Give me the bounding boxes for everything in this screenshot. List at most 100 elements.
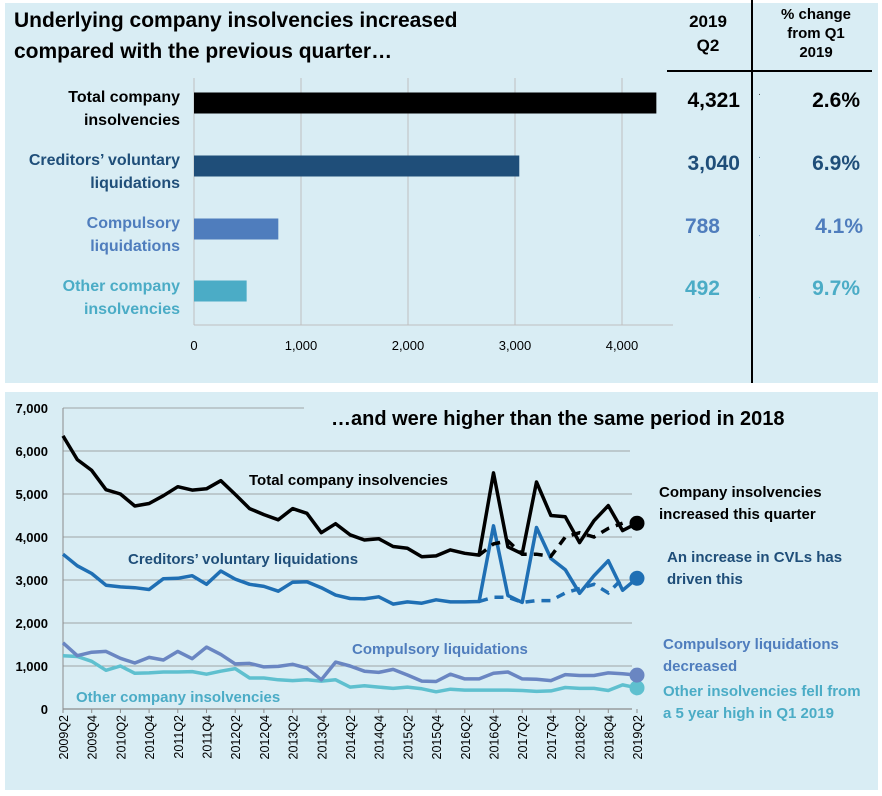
bar-0 xyxy=(194,92,657,114)
x-tick-label: 2016Q2 xyxy=(459,715,473,760)
col-change-header-line3: 2019 xyxy=(799,44,833,61)
x-tick-label: 2015Q4 xyxy=(430,715,444,760)
series-label-other: Other company insolvencies xyxy=(76,689,281,706)
value-cvl: 3,040 xyxy=(687,152,740,175)
arrow-down-icon xyxy=(759,297,760,299)
category-label-line2: insolvencies xyxy=(83,301,180,318)
category-label-line2: insolvencies xyxy=(83,112,180,129)
x-tick-label: 2009Q4 xyxy=(86,715,100,760)
y-tick-label: 6,000 xyxy=(15,444,48,459)
x-tick-label: 2018Q4 xyxy=(602,715,616,760)
x-tick-label: 2011Q2 xyxy=(172,715,186,759)
x-tick-label: 2016Q4 xyxy=(488,715,502,760)
top-headline-line2: compared with the previous quarter… xyxy=(14,40,393,63)
series-label-total: Total company insolvencies xyxy=(249,472,448,489)
pct-change-other: 9.7% xyxy=(812,277,860,300)
x-tick-label: 2,000 xyxy=(392,338,425,353)
x-tick-label: 2014Q4 xyxy=(373,715,387,760)
annotation-line1: Company insolvencies xyxy=(659,484,822,501)
x-tick-label: 2013Q4 xyxy=(315,715,329,760)
annotation-line2: increased this quarter xyxy=(659,506,816,523)
series-label-cvl: Creditors’ voluntary liquidations xyxy=(128,551,359,568)
annotation-line2: a 5 year high in Q1 2019 xyxy=(663,705,834,722)
arrow-up-icon xyxy=(759,93,760,95)
x-tick-label: 2010Q2 xyxy=(114,715,128,760)
series-end-marker-3 xyxy=(629,680,645,696)
col-value-header-line1: 2019 xyxy=(689,12,727,31)
x-tick-label: 0 xyxy=(190,338,197,353)
x-tick-label: 2009Q2 xyxy=(57,715,71,760)
x-tick-label: 2012Q2 xyxy=(229,715,243,760)
annotation-compulsory: Compulsory liquidations decreased xyxy=(663,634,839,678)
y-tick-label: 7,000 xyxy=(15,401,48,416)
bar-3 xyxy=(194,280,247,302)
col-change-header: % change from Q1 2019 xyxy=(760,5,872,62)
annotation-line1: Other insolvencies fell from xyxy=(663,683,861,700)
top-headline-line1: Underlying company insolvencies increase… xyxy=(14,9,458,32)
category-label-line1: Total company xyxy=(68,89,180,106)
column-divider xyxy=(751,0,753,383)
annotation-line1: Compulsory liquidations xyxy=(663,636,839,653)
annotation-cvl: An increase in CVLs has driven this xyxy=(667,547,842,591)
x-tick-label: 2015Q2 xyxy=(401,715,415,760)
bar-chart: 0 1,000 2,000 3,000 4,000 xyxy=(190,78,760,353)
annotation-other: Other insolvencies fell from a 5 year hi… xyxy=(663,681,861,725)
category-label-other: Other company insolvencies xyxy=(0,275,180,321)
category-label-line1: Creditors’ voluntary xyxy=(28,152,180,169)
x-tick-label: 2014Q2 xyxy=(344,715,358,760)
annotation-line2: decreased xyxy=(663,658,738,675)
x-tick-label: 2017Q4 xyxy=(545,715,559,760)
y-tick-label: 4,000 xyxy=(15,530,48,545)
y-tick-label: 1,000 xyxy=(15,659,48,674)
line-chart: 0 1,000 2,000 3,000 4,000 5,000 6,000 7,000 2009… xyxy=(15,401,645,760)
series-label-compulsory: Compulsory liquidations xyxy=(352,641,528,658)
series-end-marker-0 xyxy=(629,515,645,531)
category-label-total: Total company insolvencies xyxy=(0,86,180,132)
series-line-3 xyxy=(62,653,638,694)
x-tick-label: 2010Q4 xyxy=(143,715,157,760)
value-compulsory: 788 xyxy=(684,215,720,238)
series-end-marker-1 xyxy=(629,570,645,586)
pct-change-total: 2.6% xyxy=(812,89,860,112)
x-tick-label: 1,000 xyxy=(285,338,318,353)
header-divider xyxy=(667,70,872,72)
pct-change-compulsory: 4.1% xyxy=(815,215,863,238)
series-line-0 xyxy=(61,434,638,559)
series-underlying-line-1 xyxy=(478,577,624,605)
x-tick-label: 2013Q2 xyxy=(287,715,301,760)
annotation-line1: An increase in CVLs has xyxy=(667,549,843,566)
series-end-marker-2 xyxy=(629,667,645,683)
x-tick-label: 2017Q2 xyxy=(516,715,530,760)
bottom-headline: …and were higher than the same period in… xyxy=(331,408,785,430)
y-tick-label: 2,000 xyxy=(15,616,48,631)
series-underlying-line-0 xyxy=(478,521,624,559)
x-tick-label: 2018Q2 xyxy=(574,715,588,760)
x-tick-label: 4,000 xyxy=(606,338,639,353)
y-tick-label: 3,000 xyxy=(15,573,48,588)
x-tick-label: 2019Q2 xyxy=(631,715,645,760)
bar-1 xyxy=(194,155,520,177)
category-label-compulsory: Compulsory liquidations xyxy=(0,212,180,258)
value-other: 492 xyxy=(684,277,720,300)
x-tick-label: 3,000 xyxy=(499,338,532,353)
pct-change-cvl: 6.9% xyxy=(812,152,860,175)
bottom-panel xyxy=(5,392,878,790)
arrow-down-icon xyxy=(759,235,760,237)
top-panel xyxy=(5,3,878,383)
category-label-line2: liquidations xyxy=(90,238,180,255)
category-label-cvl: Creditors’ voluntary liquidations xyxy=(0,149,180,195)
series-line-1 xyxy=(61,524,639,606)
col-value-header-line2: Q2 xyxy=(696,36,720,55)
x-tick-label: 2012Q4 xyxy=(258,715,272,760)
annotation-line2: driven this xyxy=(667,571,743,588)
bar-2 xyxy=(194,218,279,240)
y-tick-label: 0 xyxy=(41,702,48,717)
x-tick-label: 2011Q4 xyxy=(201,715,215,759)
category-label-line1: Compulsory xyxy=(86,215,180,232)
col-change-header-line1: % change xyxy=(780,6,852,23)
arrow-up-icon xyxy=(759,156,760,158)
annotation-total: Company insolvencies increased this quar… xyxy=(659,482,822,526)
category-label-line2: liquidations xyxy=(90,175,180,192)
col-value-header: 2019 Q2 xyxy=(668,10,748,58)
y-tick-label: 5,000 xyxy=(15,487,48,502)
